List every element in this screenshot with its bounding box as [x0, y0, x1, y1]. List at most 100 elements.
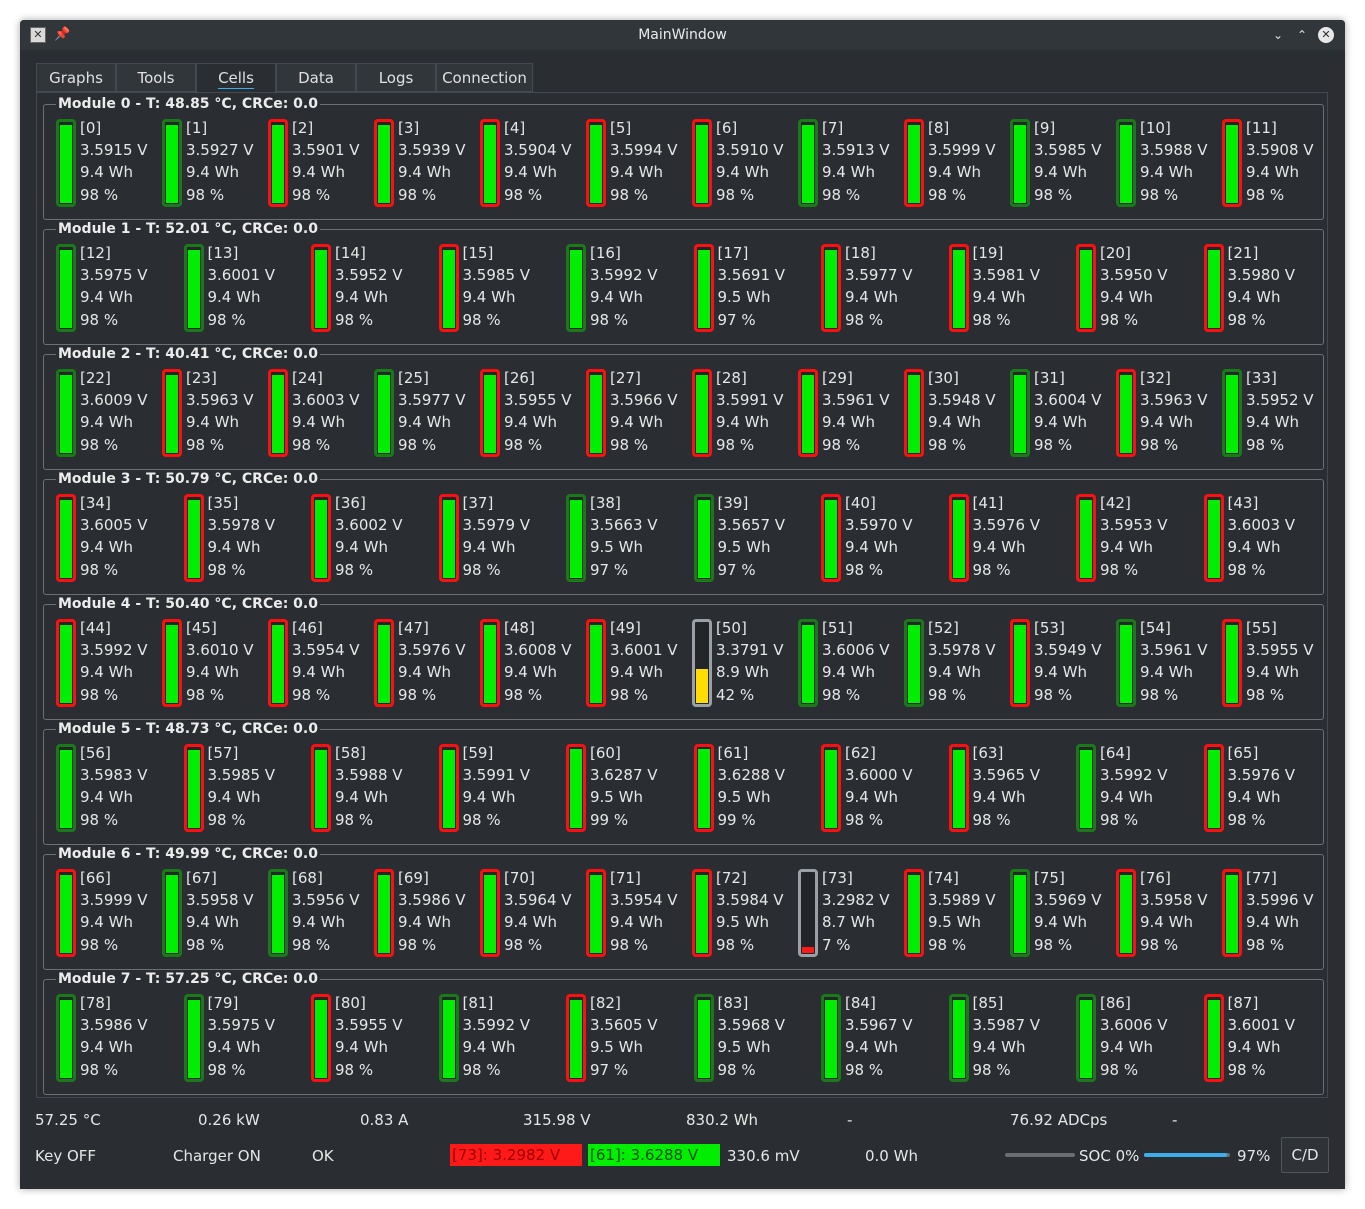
cell-index: [9] — [1034, 119, 1056, 137]
tab-cells[interactable]: Cells — [196, 63, 276, 94]
cell-soc-fill — [60, 250, 72, 328]
cell-soc: 98 % — [972, 561, 1011, 579]
cell-soc-bar — [311, 744, 331, 832]
cell-item: [3] 3.5939 V 9.4 Wh 98 % — [374, 119, 476, 211]
cell-soc-fill — [590, 875, 602, 953]
cell-index: [80] — [335, 994, 366, 1012]
cell-soc-fill — [1226, 125, 1238, 203]
cell-item: [61] 3.6288 V 9.5 Wh 99 % — [693, 744, 817, 836]
cell-soc: 98 % — [462, 561, 501, 579]
cell-index: [66] — [80, 869, 111, 887]
cell-soc-fill — [1080, 750, 1092, 828]
cell-soc-fill — [272, 375, 284, 453]
status-adc-rate: 76.92 ADCps — [1010, 1111, 1108, 1129]
cell-soc-bar — [1222, 619, 1242, 707]
cell-energy: 9.4 Wh — [207, 538, 261, 556]
cell-soc-bar — [821, 244, 841, 332]
minimize-chevron-down-icon[interactable]: ⌄ — [1272, 28, 1284, 42]
cell-soc: 98 % — [928, 436, 967, 454]
cell-soc: 98 % — [822, 436, 861, 454]
close-icon[interactable]: ✕ — [1318, 27, 1334, 43]
cell-soc: 98 % — [972, 311, 1011, 329]
cell-soc-bar — [821, 744, 841, 832]
module-title: Module 6 - T: 49.99 °C, CRCe: 0.0 — [56, 845, 320, 863]
cell-item: [41] 3.5976 V 9.4 Wh 98 % — [948, 494, 1072, 586]
cell-item: [34] 3.6005 V 9.4 Wh 98 % — [56, 494, 179, 586]
cell-index: [23] — [186, 369, 217, 387]
maximize-chevron-up-icon[interactable]: ⌃ — [1296, 28, 1308, 42]
cell-soc-bar — [1203, 244, 1224, 332]
cell-index: [1] — [186, 119, 208, 137]
cell-energy: 9.4 Wh — [1246, 163, 1299, 181]
pin-icon[interactable]: 📌 — [54, 27, 71, 42]
cell-voltage: 3.6288 V — [717, 766, 786, 784]
cell-item: [1] 3.5927 V 9.4 Wh 98 % — [162, 119, 264, 211]
tab-logs[interactable]: Logs — [356, 63, 436, 92]
status-power: 0.26 kW — [198, 1111, 260, 1129]
tab-data[interactable]: Data — [276, 63, 356, 92]
cell-energy: 9.4 Wh — [972, 1038, 1026, 1056]
cell-energy: 9.5 Wh — [590, 788, 643, 806]
cell-energy: 9.4 Wh — [398, 413, 451, 431]
cell-soc: 98 % — [845, 811, 884, 829]
cell-soc-bar — [1076, 244, 1096, 332]
cell-soc-fill — [1226, 625, 1238, 703]
cell-soc-bar — [692, 119, 712, 207]
cell-soc-fill — [952, 750, 965, 828]
cell-item: [7] 3.5913 V 9.4 Wh 98 % — [798, 119, 900, 211]
tab-graphs[interactable]: Graphs — [36, 63, 116, 92]
cell-voltage: 3.5991 V — [462, 766, 531, 784]
cell-soc: 98 % — [716, 436, 755, 454]
cell-energy: 9.4 Wh — [716, 163, 769, 181]
cell-index: [83] — [717, 994, 749, 1012]
cell-voltage: 3.5963 V — [1140, 391, 1208, 409]
cell-index: [13] — [207, 244, 239, 262]
cell-soc: 98 % — [845, 311, 884, 329]
cell-index: [71] — [610, 869, 641, 887]
cell-soc: 98 % — [186, 186, 225, 204]
cell-soc-bar — [1010, 369, 1030, 457]
cell-index: [87] — [1227, 994, 1259, 1012]
cell-soc: 98 % — [80, 1061, 119, 1079]
cell-soc-fill — [825, 250, 837, 328]
cell-item: [22] 3.6009 V 9.4 Wh 98 % — [56, 369, 158, 461]
cell-index: [46] — [292, 619, 323, 637]
cell-soc: 98 % — [1246, 186, 1285, 204]
cell-energy: 9.4 Wh — [292, 413, 345, 431]
tab-tools[interactable]: Tools — [116, 63, 196, 92]
cell-soc-bar — [268, 369, 288, 457]
cell-energy: 9.5 Wh — [590, 538, 643, 556]
cell-soc-fill — [1207, 500, 1220, 578]
cell-soc: 98 % — [80, 936, 119, 954]
cell-index: [51] — [822, 619, 853, 637]
soc-slider-left[interactable] — [1005, 1153, 1075, 1157]
cell-energy: 9.4 Wh — [186, 913, 239, 931]
soc-slider-right[interactable] — [1144, 1153, 1230, 1157]
cell-item: [58] 3.5988 V 9.4 Wh 98 % — [311, 744, 434, 836]
cell-energy: 9.4 Wh — [504, 913, 557, 931]
cell-soc-bar — [268, 619, 288, 707]
cell-voltage: 3.6002 V — [335, 516, 403, 534]
app-icon[interactable]: ✕ — [30, 27, 46, 43]
cell-index: [52] — [928, 619, 959, 637]
cell-item: [27] 3.5966 V 9.4 Wh 98 % — [586, 369, 688, 461]
cell-soc: 98 % — [80, 311, 119, 329]
cell-soc-fill — [166, 125, 178, 203]
cell-index: [11] — [1246, 119, 1277, 137]
charge-discharge-button[interactable]: C/D — [1281, 1137, 1329, 1173]
cell-voltage: 3.6009 V — [80, 391, 148, 409]
cell-energy: 9.4 Wh — [186, 163, 239, 181]
cell-soc: 98 % — [504, 186, 543, 204]
status-dash-2: - — [1172, 1111, 1178, 1129]
tab-connection[interactable]: Connection — [436, 63, 533, 92]
cell-soc-bar — [56, 494, 76, 582]
cell-soc-bar — [798, 619, 818, 707]
cell-soc-bar — [948, 494, 969, 582]
soc-slider-right-fill — [1144, 1153, 1227, 1157]
cell-voltage: 3.5988 V — [335, 766, 403, 784]
cell-energy: 9.5 Wh — [717, 1038, 771, 1056]
cell-energy: 9.4 Wh — [845, 788, 898, 806]
cell-soc-bar — [56, 744, 76, 832]
module-title: Module 1 - T: 52.01 °C, CRCe: 0.0 — [56, 220, 320, 238]
module-group: Module 4 - T: 50.40 °C, CRCe: 0.0 [44] 3.5… — [43, 595, 1324, 720]
